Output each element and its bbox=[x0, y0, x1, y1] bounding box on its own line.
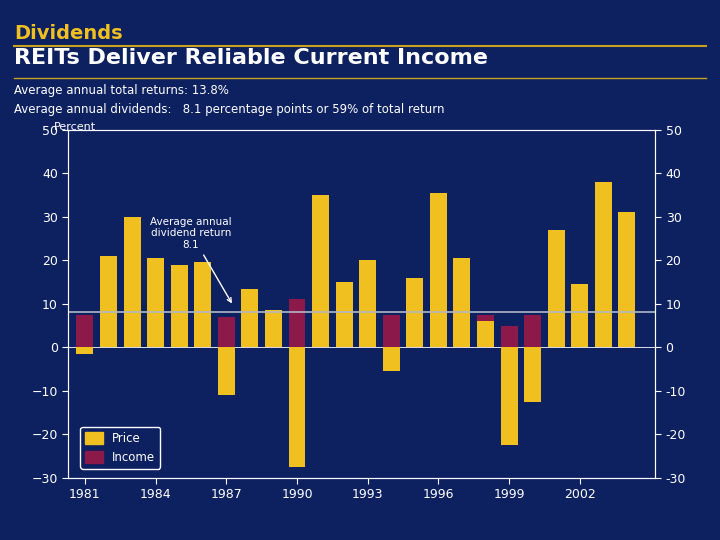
Bar bbox=[383, 315, 400, 347]
Bar bbox=[595, 182, 612, 347]
Bar bbox=[430, 319, 447, 347]
Bar bbox=[218, 317, 235, 347]
Bar bbox=[548, 230, 564, 347]
Bar bbox=[548, 306, 564, 347]
Bar bbox=[595, 317, 612, 347]
Bar bbox=[147, 306, 164, 347]
Text: Percent: Percent bbox=[54, 122, 96, 132]
Bar bbox=[406, 278, 423, 347]
Bar bbox=[171, 304, 188, 347]
Bar bbox=[218, 347, 235, 395]
Bar bbox=[500, 326, 518, 347]
Bar bbox=[147, 258, 164, 347]
Bar bbox=[336, 315, 353, 347]
Bar bbox=[618, 315, 636, 347]
Bar bbox=[100, 256, 117, 347]
Bar bbox=[477, 315, 494, 347]
Text: Dividends: Dividends bbox=[14, 24, 123, 43]
Bar bbox=[312, 306, 329, 347]
Bar bbox=[289, 347, 305, 467]
Bar bbox=[312, 195, 329, 347]
Bar bbox=[100, 310, 117, 347]
Bar bbox=[430, 193, 447, 347]
Bar bbox=[336, 282, 353, 347]
Bar bbox=[383, 347, 400, 371]
Bar bbox=[76, 315, 94, 347]
Bar bbox=[241, 288, 258, 347]
Bar bbox=[194, 262, 211, 347]
Bar bbox=[477, 321, 494, 347]
Bar bbox=[359, 317, 376, 347]
Bar bbox=[76, 347, 94, 354]
Text: Average annual total returns: 13.8%: Average annual total returns: 13.8% bbox=[14, 84, 229, 97]
Bar bbox=[124, 217, 140, 347]
Bar bbox=[571, 284, 588, 347]
Bar bbox=[500, 347, 518, 446]
Bar bbox=[454, 258, 470, 347]
Bar bbox=[406, 319, 423, 347]
Text: Average annual
dividend return
8.1: Average annual dividend return 8.1 bbox=[150, 217, 232, 302]
Bar bbox=[124, 306, 140, 347]
Text: Average annual dividends:   8.1 percentage points or 59% of total return: Average annual dividends: 8.1 percentage… bbox=[14, 103, 445, 116]
Bar bbox=[454, 317, 470, 347]
Bar bbox=[265, 313, 282, 347]
Bar bbox=[524, 315, 541, 347]
Bar bbox=[194, 317, 211, 347]
Bar bbox=[265, 310, 282, 347]
Text: REITs Deliver Reliable Current Income: REITs Deliver Reliable Current Income bbox=[14, 48, 488, 68]
Bar bbox=[571, 317, 588, 347]
Bar bbox=[241, 317, 258, 347]
Bar bbox=[359, 260, 376, 347]
Bar bbox=[171, 265, 188, 347]
Bar bbox=[524, 347, 541, 402]
Bar bbox=[618, 212, 636, 347]
Bar bbox=[289, 299, 305, 347]
Legend: Price, Income: Price, Income bbox=[80, 427, 160, 469]
